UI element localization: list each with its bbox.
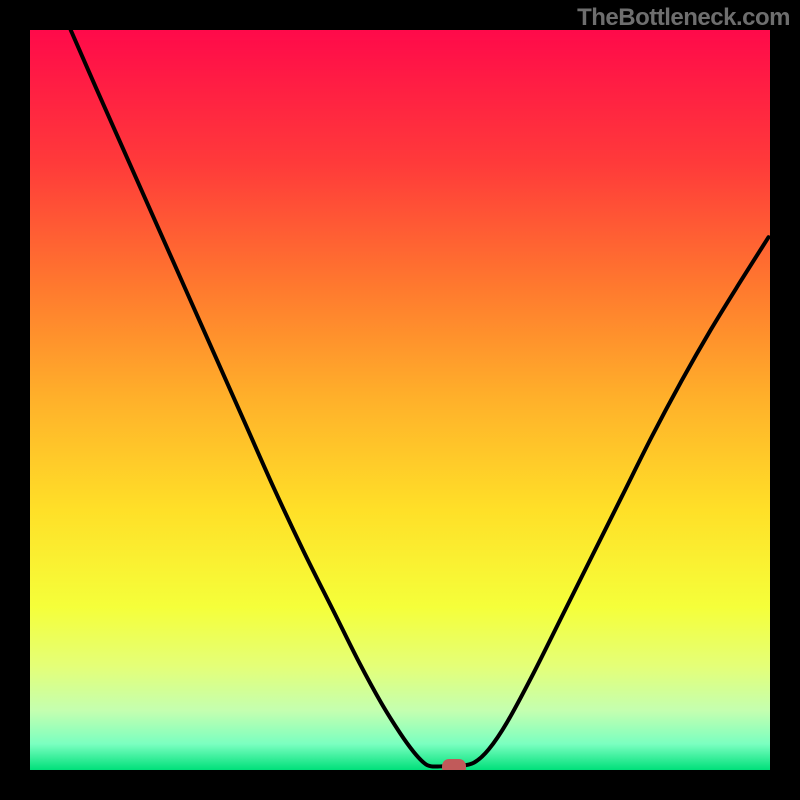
bottleneck-chart (0, 0, 800, 800)
watermark-text: TheBottleneck.com (577, 4, 790, 32)
chart-frame (0, 0, 30, 800)
chart-container: TheBottleneck.com (0, 0, 800, 800)
chart-background (30, 30, 770, 770)
chart-frame (0, 770, 800, 800)
chart-frame (770, 0, 800, 800)
